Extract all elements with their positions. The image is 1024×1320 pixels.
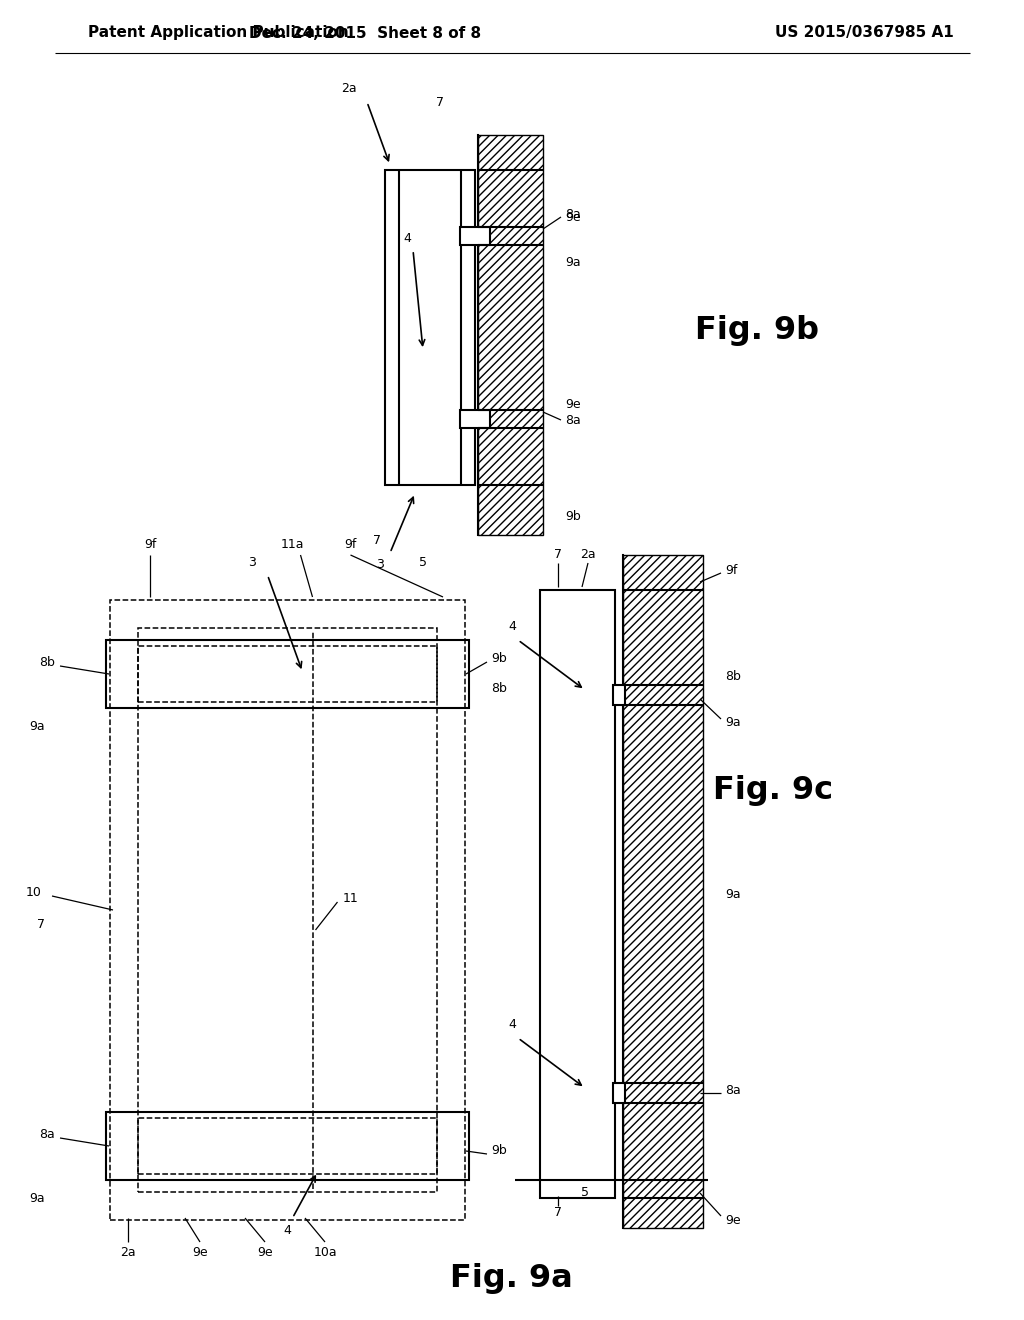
Text: 8a: 8a bbox=[725, 1085, 740, 1097]
Text: 9e: 9e bbox=[193, 1246, 208, 1258]
Bar bbox=[138, 1118, 437, 1173]
Text: 3: 3 bbox=[249, 556, 256, 569]
Text: 9e: 9e bbox=[257, 1246, 272, 1258]
Bar bbox=[613, 685, 625, 705]
Text: 10a: 10a bbox=[313, 1246, 337, 1258]
Text: 9f: 9f bbox=[725, 564, 737, 577]
Text: 9f: 9f bbox=[143, 539, 157, 552]
Bar bbox=[106, 640, 469, 708]
Text: 9b: 9b bbox=[565, 511, 581, 524]
Text: 9b: 9b bbox=[490, 1144, 507, 1158]
Text: 8a: 8a bbox=[39, 1127, 55, 1140]
Text: 8b: 8b bbox=[725, 671, 741, 684]
Text: 9e: 9e bbox=[565, 397, 581, 411]
Text: 9f: 9f bbox=[344, 539, 356, 552]
Bar bbox=[478, 135, 543, 535]
Text: 11: 11 bbox=[342, 891, 358, 904]
Text: Fig. 9a: Fig. 9a bbox=[450, 1262, 572, 1294]
Text: 2a: 2a bbox=[120, 1246, 136, 1258]
Text: 5: 5 bbox=[419, 557, 427, 569]
Text: 11a: 11a bbox=[281, 539, 304, 552]
Bar bbox=[460, 411, 490, 428]
Text: Fig. 9b: Fig. 9b bbox=[695, 314, 819, 346]
Text: 2a: 2a bbox=[581, 549, 596, 561]
Text: Fig. 9c: Fig. 9c bbox=[713, 775, 834, 805]
Bar bbox=[138, 645, 437, 702]
Bar bbox=[110, 601, 465, 1220]
Text: 8b: 8b bbox=[39, 656, 55, 668]
Text: 3: 3 bbox=[376, 558, 384, 572]
Text: 9a: 9a bbox=[725, 717, 740, 730]
Bar bbox=[460, 227, 490, 246]
Text: Patent Application Publication: Patent Application Publication bbox=[88, 25, 349, 41]
Bar bbox=[106, 1111, 469, 1180]
Text: 8b: 8b bbox=[490, 681, 507, 694]
Bar bbox=[540, 590, 615, 1199]
Text: 4: 4 bbox=[508, 620, 516, 634]
Text: US 2015/0367985 A1: US 2015/0367985 A1 bbox=[775, 25, 953, 41]
Text: 7: 7 bbox=[436, 95, 444, 108]
Text: 7: 7 bbox=[37, 919, 45, 932]
Text: 8a: 8a bbox=[565, 413, 581, 426]
Text: 4: 4 bbox=[403, 231, 411, 244]
Bar bbox=[138, 628, 437, 1192]
Text: 9e: 9e bbox=[565, 211, 581, 224]
Text: 9a: 9a bbox=[565, 256, 581, 269]
Text: 5: 5 bbox=[581, 1187, 589, 1200]
Text: 9a: 9a bbox=[30, 1192, 45, 1204]
Text: 8a: 8a bbox=[565, 209, 581, 222]
Text: 7: 7 bbox=[554, 1206, 562, 1220]
Bar bbox=[385, 170, 475, 484]
Text: 4: 4 bbox=[284, 1224, 292, 1237]
Text: 4: 4 bbox=[508, 1019, 516, 1031]
Bar bbox=[623, 554, 703, 1228]
Bar bbox=[613, 1082, 625, 1104]
Text: 2a: 2a bbox=[341, 82, 357, 95]
Text: 7: 7 bbox=[373, 533, 381, 546]
Text: 9b: 9b bbox=[490, 652, 507, 664]
Text: Dec. 24, 2015  Sheet 8 of 8: Dec. 24, 2015 Sheet 8 of 8 bbox=[249, 25, 481, 41]
Text: 9a: 9a bbox=[725, 887, 740, 900]
Text: 10: 10 bbox=[27, 886, 42, 899]
Text: 9a: 9a bbox=[30, 719, 45, 733]
Text: 7: 7 bbox=[554, 549, 562, 561]
Text: 9e: 9e bbox=[725, 1213, 740, 1226]
